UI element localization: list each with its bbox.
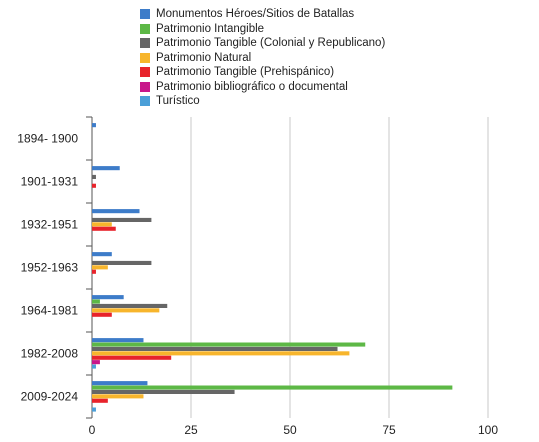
x-tick-label: 75 bbox=[382, 423, 396, 437]
legend-item: Patrimonio Natural bbox=[140, 51, 385, 66]
bar bbox=[92, 260, 152, 265]
bar bbox=[92, 360, 100, 365]
y-tick-label: 1964-1981 bbox=[21, 304, 79, 318]
y-tick-label: 1901-1931 bbox=[21, 175, 79, 189]
bar bbox=[92, 299, 100, 304]
legend-label: Patrimonio Tangible (Prehispánico) bbox=[156, 66, 335, 79]
bar bbox=[92, 342, 366, 347]
bar bbox=[92, 222, 112, 227]
bar bbox=[92, 166, 120, 171]
legend-swatch bbox=[140, 52, 150, 63]
y-tick-label: 1894- 1900 bbox=[17, 132, 78, 146]
y-tick-label: 2009-2024 bbox=[21, 390, 79, 404]
chart-legend: Monumentos Héroes/Sitios de Batallas Pat… bbox=[140, 7, 385, 109]
bar bbox=[92, 123, 96, 128]
legend-item: Turístico bbox=[140, 94, 385, 109]
bar bbox=[92, 295, 124, 300]
bar bbox=[92, 308, 160, 313]
bar bbox=[92, 364, 96, 369]
legend-swatch bbox=[140, 9, 150, 20]
bar bbox=[92, 183, 96, 188]
x-tick-label: 25 bbox=[184, 423, 198, 437]
legend-swatch bbox=[140, 81, 150, 92]
legend-swatch bbox=[140, 38, 150, 49]
legend-swatch bbox=[140, 23, 150, 34]
bar bbox=[92, 381, 148, 386]
bar bbox=[92, 269, 96, 274]
legend-item: Patrimonio Intangible bbox=[140, 22, 385, 37]
bar bbox=[92, 407, 96, 412]
legend-item: Monumentos Héroes/Sitios de Batallas bbox=[140, 7, 385, 22]
legend-label: Turístico bbox=[156, 95, 200, 108]
x-tick-label: 0 bbox=[89, 423, 96, 437]
legend-label: Patrimonio Natural bbox=[156, 51, 252, 64]
legend-item: Patrimonio Tangible (Colonial y Republic… bbox=[140, 36, 385, 51]
bar bbox=[92, 209, 140, 214]
bar bbox=[92, 385, 453, 390]
y-tick-label: 1982-2008 bbox=[21, 347, 79, 361]
bar bbox=[92, 389, 235, 394]
bar bbox=[92, 398, 108, 403]
bar bbox=[92, 394, 144, 399]
legend-label: Patrimonio Intangible bbox=[156, 22, 265, 35]
x-tick-label: 50 bbox=[283, 423, 297, 437]
legend-label: Patrimonio Tangible (Colonial y Republic… bbox=[156, 37, 386, 50]
bar bbox=[92, 252, 112, 257]
bar bbox=[92, 355, 172, 360]
bar bbox=[92, 303, 168, 308]
y-tick-label: 1932-1951 bbox=[21, 218, 79, 232]
bar bbox=[92, 174, 96, 179]
bar bbox=[92, 226, 116, 231]
y-tick-label: 1952-1963 bbox=[21, 261, 79, 275]
bar bbox=[92, 265, 108, 270]
legend-item: Patrimonio bibliográfico o documental bbox=[140, 80, 385, 95]
bar bbox=[92, 217, 152, 222]
bar bbox=[92, 346, 338, 351]
legend-label: Patrimonio bibliográfico o documental bbox=[156, 80, 348, 93]
x-tick-label: 100 bbox=[478, 423, 498, 437]
legend-label: Monumentos Héroes/Sitios de Batallas bbox=[156, 8, 355, 21]
legend-swatch bbox=[140, 96, 150, 107]
legend-swatch bbox=[140, 67, 150, 78]
legend-item: Patrimonio Tangible (Prehispánico) bbox=[140, 65, 385, 80]
bar bbox=[92, 312, 112, 317]
bar bbox=[92, 351, 350, 356]
bar bbox=[92, 338, 144, 343]
